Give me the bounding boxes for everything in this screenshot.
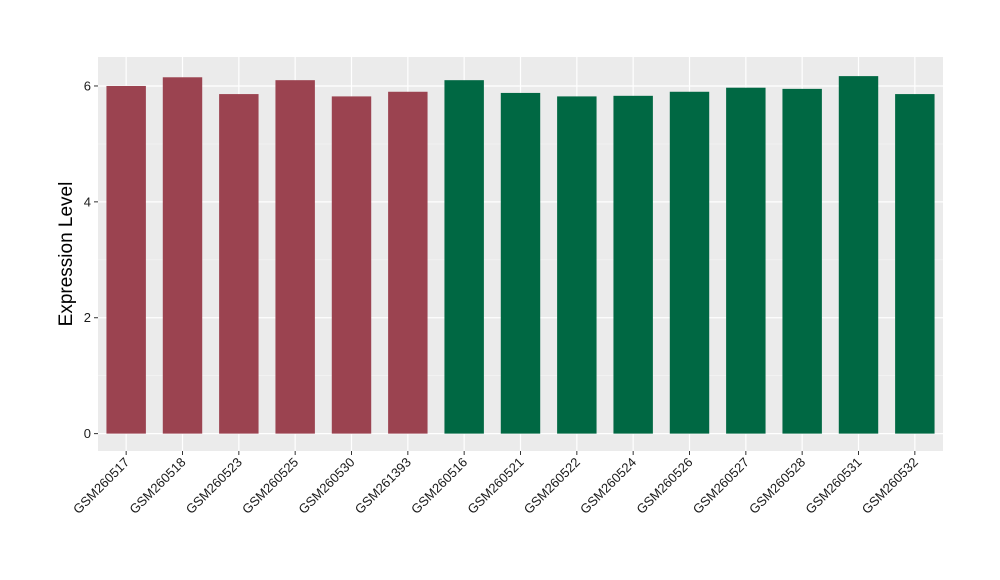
x-tick-label: GSM260528 <box>746 455 808 517</box>
bar-GSM261393 <box>388 91 428 434</box>
x-tick-label: GSM260527 <box>690 455 752 517</box>
x-tick-label: GSM260517 <box>70 455 132 517</box>
bar-GSM260522 <box>557 96 597 434</box>
bar-GSM260521 <box>500 92 541 434</box>
x-tick-label: GSM260526 <box>633 455 695 517</box>
x-tick-label: GSM260532 <box>859 455 921 517</box>
y-tick-label: 4 <box>84 194 91 209</box>
x-tick-label: GSM261393 <box>352 455 414 517</box>
y-tick-label: 6 <box>84 78 91 93</box>
x-tick-label: GSM260522 <box>521 455 583 517</box>
x-tick-label: GSM260518 <box>126 455 188 517</box>
bar-GSM260525 <box>275 80 315 434</box>
x-tick-label: GSM260530 <box>295 455 357 517</box>
x-tick-label: GSM260531 <box>802 455 864 517</box>
bar-GSM260518 <box>162 77 203 434</box>
bar-GSM260517 <box>106 85 146 434</box>
x-tick-label: GSM260524 <box>577 455 639 517</box>
x-tick-label: GSM260521 <box>464 455 526 517</box>
y-axis: 0 2 4 6 <box>84 78 98 441</box>
x-tick-label: GSM260516 <box>408 455 470 517</box>
x-axis: GSM260517GSM260518GSM260523GSM260525GSM2… <box>70 451 921 517</box>
bar-GSM260532 <box>895 94 935 434</box>
bar-GSM260524 <box>613 95 653 434</box>
y-tick-label: 2 <box>84 310 91 325</box>
bar-GSM260530 <box>331 96 372 434</box>
bar-GSM260526 <box>669 91 710 434</box>
bars <box>106 76 935 434</box>
bar-GSM260516 <box>444 80 484 434</box>
y-tick-label: 0 <box>84 426 91 441</box>
y-axis-title: Expression Level <box>56 182 77 327</box>
bar-GSM260531 <box>838 76 879 434</box>
bar-GSM260528 <box>782 88 822 434</box>
bar-GSM260523 <box>219 94 259 434</box>
x-tick-label: GSM260525 <box>239 455 301 517</box>
x-tick-label: GSM260523 <box>183 455 245 517</box>
bar-GSM260527 <box>726 87 766 434</box>
